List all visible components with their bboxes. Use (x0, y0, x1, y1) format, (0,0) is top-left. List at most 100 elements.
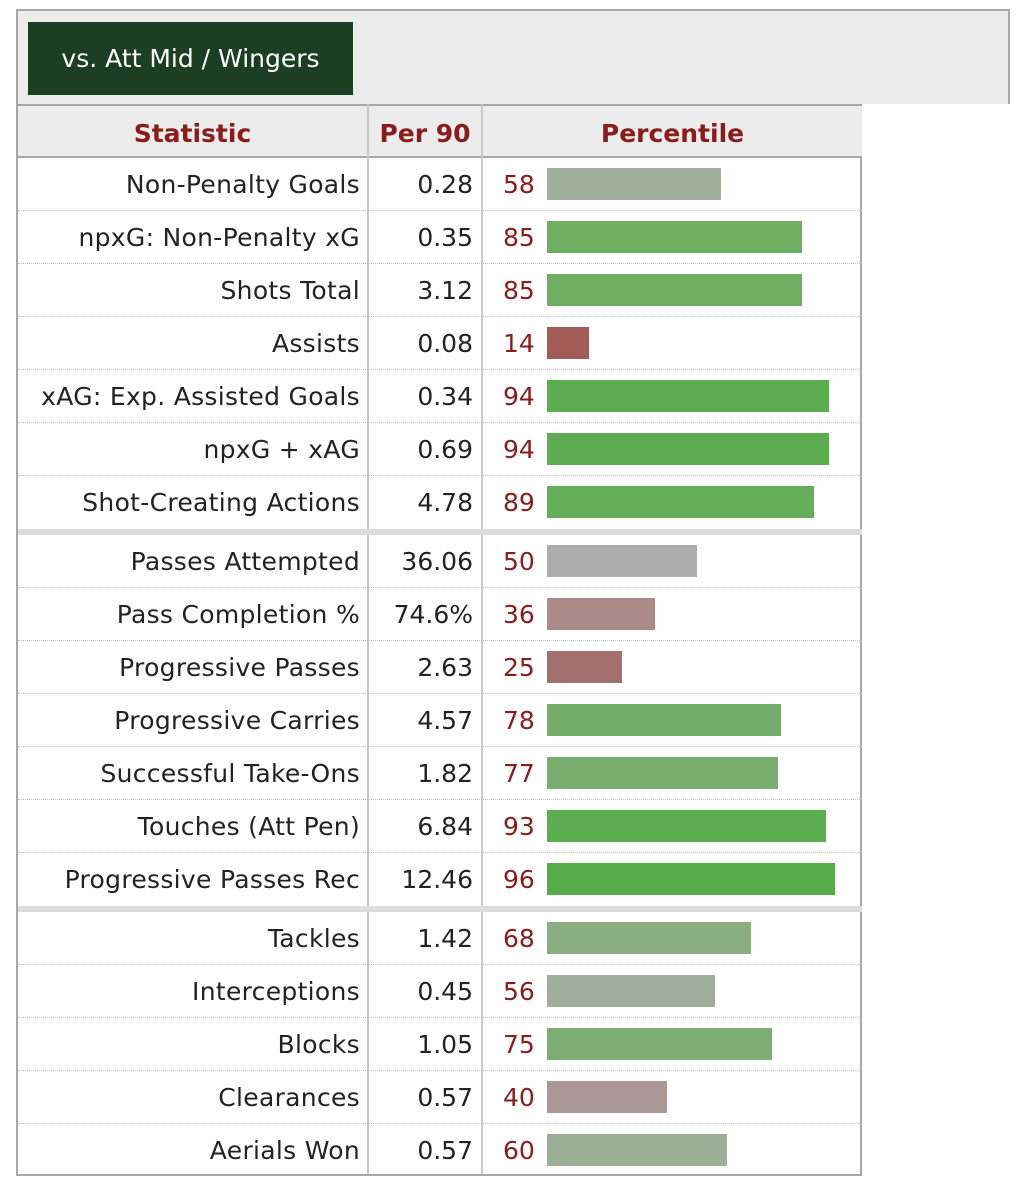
per90-value: 1.42 (417, 924, 473, 953)
percentile-value: 56 (503, 977, 535, 1006)
statistic-label: Progressive Carries (114, 706, 360, 735)
table-row: Tackles 1.42 68 (18, 912, 862, 965)
percentile-bar (547, 1081, 667, 1113)
group-separator (18, 906, 862, 912)
statistic-label: Assists (271, 329, 360, 358)
table-row: Progressive Passes 2.63 25 (18, 641, 862, 694)
statistic-label: Non-Penalty Goals (125, 170, 360, 199)
percentile-value: 68 (503, 924, 535, 953)
per90-value: 74.6% (393, 600, 473, 629)
table-row: Clearances 0.57 40 (18, 1071, 862, 1124)
percentile-bar (547, 380, 829, 412)
percentile-value: 58 (503, 170, 535, 199)
per90-value: 0.35 (417, 223, 473, 252)
table-row: Touches (Att Pen) 6.84 93 (18, 800, 862, 853)
statistic-label: Tackles (267, 924, 360, 953)
column-divider (481, 104, 483, 1174)
percentile-bar (547, 810, 826, 842)
table-row: Blocks 1.05 75 (18, 1018, 862, 1071)
scouting-report-table: Statistic Per 90 Percentile Non-Penalty … (16, 104, 862, 1176)
table-header: Statistic Per 90 Percentile (18, 104, 862, 158)
percentile-bar (547, 863, 835, 895)
percentile-bar (547, 433, 829, 465)
statistic-label: Touches (Att Pen) (137, 812, 360, 841)
percentile-value: 94 (503, 382, 535, 411)
tab-vs-att-mid-wingers[interactable]: vs. Att Mid / Wingers (28, 22, 353, 95)
header-per90[interactable]: Per 90 (379, 119, 471, 148)
statistic-label: Progressive Passes (119, 653, 360, 682)
column-divider (367, 104, 369, 1174)
per90-value: 12.46 (401, 865, 473, 894)
percentile-bar (547, 704, 781, 736)
percentile-bar (547, 221, 802, 253)
table-row: Interceptions 0.45 56 (18, 965, 862, 1018)
table-row: Progressive Carries 4.57 78 (18, 694, 862, 747)
percentile-bar (547, 1134, 727, 1166)
statistic-label: npxG + xAG (203, 435, 360, 464)
percentile-value: 96 (503, 865, 535, 894)
percentile-value: 77 (503, 759, 535, 788)
table-row: Progressive Passes Rec 12.46 96 (18, 853, 862, 906)
percentile-bar (547, 975, 715, 1007)
per90-value: 0.28 (417, 170, 473, 199)
statistic-label: Pass Completion % (116, 600, 360, 629)
group-separator (18, 529, 862, 535)
table-row: Shot-Creating Actions 4.78 89 (18, 476, 862, 529)
per90-value: 0.08 (417, 329, 473, 358)
table-row: npxG + xAG 0.69 94 (18, 423, 862, 476)
statistic-label: npxG: Non-Penalty xG (78, 223, 360, 252)
table-row: Assists 0.08 14 (18, 317, 862, 370)
percentile-value: 89 (503, 488, 535, 517)
table-row: Non-Penalty Goals 0.28 58 (18, 158, 862, 211)
header-statistic[interactable]: Statistic (133, 119, 252, 148)
statistic-label: Aerials Won (209, 1136, 360, 1165)
percentile-bar (547, 651, 622, 683)
percentile-value: 93 (503, 812, 535, 841)
statistic-label: xAG: Exp. Assisted Goals (41, 382, 360, 411)
percentile-value: 94 (503, 435, 535, 464)
table-row: Successful Take-Ons 1.82 77 (18, 747, 862, 800)
percentile-value: 78 (503, 706, 535, 735)
percentile-bar (547, 486, 814, 518)
statistic-label: Blocks (277, 1030, 360, 1059)
percentile-bar (547, 274, 802, 306)
table-row: xAG: Exp. Assisted Goals 0.34 94 (18, 370, 862, 423)
per90-value: 1.82 (417, 759, 473, 788)
statistic-label: Shots Total (220, 276, 360, 305)
tab-bar: vs. Att Mid / Wingers (16, 9, 1010, 104)
percentile-bar (547, 1028, 772, 1060)
per90-value: 0.34 (417, 382, 473, 411)
per90-value: 4.78 (417, 488, 473, 517)
percentile-value: 75 (503, 1030, 535, 1059)
percentile-bar (547, 545, 697, 577)
per90-value: 2.63 (417, 653, 473, 682)
percentile-value: 85 (503, 276, 535, 305)
percentile-bar (547, 757, 778, 789)
percentile-value: 14 (503, 329, 535, 358)
statistic-label: Shot-Creating Actions (82, 488, 360, 517)
percentile-value: 50 (503, 547, 535, 576)
statistic-label: Progressive Passes Rec (64, 865, 360, 894)
per90-value: 0.57 (417, 1083, 473, 1112)
per90-value: 0.45 (417, 977, 473, 1006)
table-row: Shots Total 3.12 85 (18, 264, 862, 317)
per90-value: 36.06 (401, 547, 473, 576)
per90-value: 0.69 (417, 435, 473, 464)
percentile-bar (547, 922, 751, 954)
statistic-label: Successful Take-Ons (100, 759, 360, 788)
percentile-value: 36 (503, 600, 535, 629)
percentile-bar (547, 327, 589, 359)
per90-value: 3.12 (417, 276, 473, 305)
header-percentile[interactable]: Percentile (600, 119, 745, 148)
per90-value: 4.57 (417, 706, 473, 735)
percentile-bar (547, 168, 721, 200)
percentile-bar (547, 598, 655, 630)
per90-value: 6.84 (417, 812, 473, 841)
table-row: npxG: Non-Penalty xG 0.35 85 (18, 211, 862, 264)
percentile-value: 85 (503, 223, 535, 252)
statistic-label: Passes Attempted (130, 547, 360, 576)
table-row: Aerials Won 0.57 60 (18, 1124, 862, 1177)
percentile-value: 60 (503, 1136, 535, 1165)
percentile-value: 25 (503, 653, 535, 682)
statistic-label: Clearances (218, 1083, 360, 1112)
